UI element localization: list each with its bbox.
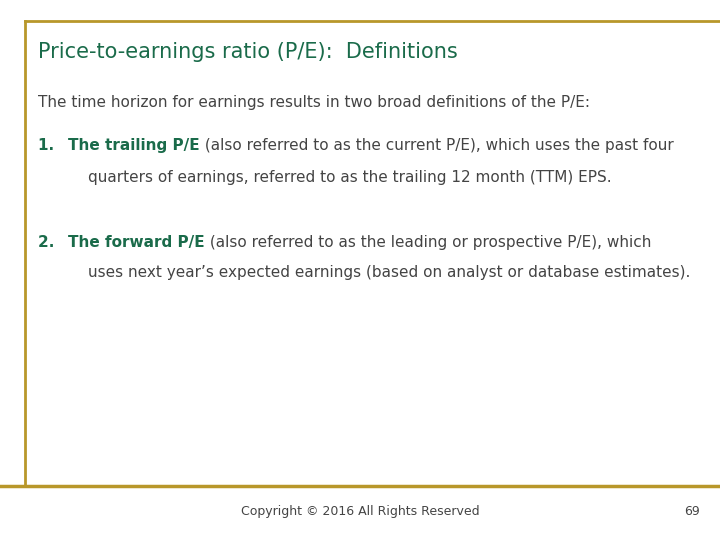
Text: 1.: 1. <box>38 138 65 153</box>
Text: The forward P/E: The forward P/E <box>68 235 204 250</box>
Text: 2.: 2. <box>38 235 65 250</box>
Text: Copyright © 2016 All Rights Reserved: Copyright © 2016 All Rights Reserved <box>240 505 480 518</box>
Text: 69: 69 <box>684 505 700 518</box>
Text: Price-to-earnings ratio (P/E):  Definitions: Price-to-earnings ratio (P/E): Definitio… <box>38 42 458 62</box>
Text: The trailing P/E: The trailing P/E <box>68 138 199 153</box>
Text: uses next year’s expected earnings (based on analyst or database estimates).: uses next year’s expected earnings (base… <box>88 265 690 280</box>
Text: (also referred to as the leading or prospective P/E), which: (also referred to as the leading or pros… <box>204 235 651 250</box>
Text: quarters of earnings, referred to as the trailing 12 month (TTM) EPS.: quarters of earnings, referred to as the… <box>88 170 611 185</box>
Text: The time horizon for earnings results in two broad definitions of the P/E:: The time horizon for earnings results in… <box>38 95 590 110</box>
Text: (also referred to as the current P/E), which uses the past four: (also referred to as the current P/E), w… <box>199 138 673 153</box>
